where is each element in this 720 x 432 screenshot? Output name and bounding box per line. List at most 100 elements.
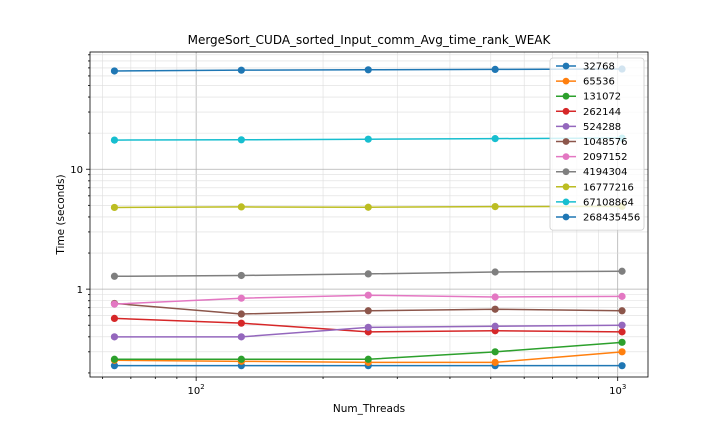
data-point: [618, 267, 626, 275]
data-point: [110, 272, 119, 280]
series-268435456: [110, 65, 626, 75]
data-point: [364, 66, 372, 74]
data-point: [364, 323, 372, 331]
data-point: [491, 322, 499, 330]
legend-marker: [562, 107, 570, 115]
data-point: [618, 292, 626, 300]
data-point: [491, 135, 499, 143]
series-4194304: [110, 267, 626, 280]
legend-item: 4194304: [556, 167, 628, 178]
legend-marker: [562, 92, 570, 100]
data-point: [491, 358, 499, 366]
y-tick-label: 10: [70, 165, 83, 176]
legend-marker: [562, 123, 570, 130]
series-67108864: [110, 134, 626, 144]
legend-item: 262144: [556, 107, 621, 118]
data-point: [364, 355, 372, 363]
data-point: [237, 333, 245, 341]
x-tick-label-base: 10: [609, 386, 622, 397]
legend-marker: [562, 213, 570, 221]
legend-marker: [562, 168, 570, 176]
data-point: [110, 314, 119, 323]
series-layer: [110, 65, 626, 370]
legend-marker: [562, 138, 570, 145]
data-point: [364, 203, 372, 211]
x-tick-label-base: 10: [188, 386, 201, 397]
data-point: [618, 338, 626, 346]
data-point: [618, 348, 626, 356]
data-point: [110, 136, 119, 144]
legend-item: 524288: [556, 122, 621, 133]
data-point: [237, 66, 245, 74]
data-point: [491, 305, 499, 313]
series-16777216: [110, 202, 626, 212]
data-point: [618, 321, 626, 329]
legend-label: 131072: [583, 92, 621, 103]
data-point: [491, 202, 499, 211]
legend-item: 67108864: [556, 197, 634, 208]
x-tick-label-exponent: 2: [200, 383, 204, 391]
legend-item: 65536: [556, 77, 615, 88]
legend-label: 262144: [583, 107, 621, 118]
y-tick-label: 1: [77, 285, 83, 296]
legend-label: 67108864: [583, 197, 634, 208]
legend-item: 131072: [556, 92, 621, 103]
data-point: [491, 293, 499, 301]
data-point: [237, 355, 245, 363]
legend-label: 65536: [583, 77, 615, 88]
y-axis-label: Time (seconds): [55, 174, 67, 255]
x-tick-label-exponent: 3: [622, 383, 626, 391]
data-point: [110, 362, 119, 370]
data-point: [110, 67, 119, 75]
data-point: [364, 135, 372, 143]
data-point: [364, 307, 372, 315]
chart-title: MergeSort_CUDA_sorted_Input_comm_Avg_tim…: [188, 33, 552, 47]
legend-marker: [562, 153, 570, 161]
x-axis-label: Num_Threads: [333, 403, 405, 415]
data-point: [237, 319, 245, 327]
legend-item: 16777216: [556, 182, 634, 193]
legend-item: 32768: [556, 62, 615, 73]
series-2097152: [110, 291, 626, 308]
legend-marker: [562, 183, 570, 191]
data-point: [237, 310, 245, 318]
series-1048576: [110, 299, 626, 318]
data-point: [237, 271, 245, 280]
legend-label: 4194304: [583, 167, 628, 178]
legend-marker: [562, 77, 570, 85]
data-point: [618, 362, 626, 370]
data-point: [237, 294, 245, 302]
legend-label: 1048576: [583, 137, 628, 148]
data-point: [110, 300, 119, 308]
series-524288: [110, 321, 626, 341]
legend-item: 1048576: [556, 137, 628, 148]
data-point: [618, 328, 626, 336]
data-point: [237, 203, 245, 211]
legend-label: 524288: [583, 122, 621, 133]
data-point: [110, 333, 119, 341]
data-point: [364, 291, 372, 299]
legend: 32768 65536 131072 262144 524288 1048576 20971…: [549, 57, 645, 231]
data-point: [491, 348, 499, 356]
data-point: [110, 355, 119, 363]
data-point: [491, 65, 499, 74]
legend-marker: [562, 198, 570, 206]
data-point: [237, 136, 245, 144]
series-131072: [110, 338, 626, 363]
legend-label: 16777216: [583, 182, 634, 193]
legend-marker: [562, 62, 570, 70]
data-point: [364, 270, 372, 278]
legend-label: 32768: [583, 62, 615, 73]
data-point: [618, 307, 626, 315]
x-tick-label: 103: [609, 383, 626, 397]
data-point: [110, 203, 119, 212]
data-point: [491, 268, 499, 276]
legend-item: 268435456: [556, 213, 640, 224]
legend-label: 268435456: [583, 213, 640, 224]
legend-item: 2097152: [556, 152, 628, 163]
x-tick-label: 102: [188, 383, 205, 397]
legend-label: 2097152: [583, 152, 628, 163]
